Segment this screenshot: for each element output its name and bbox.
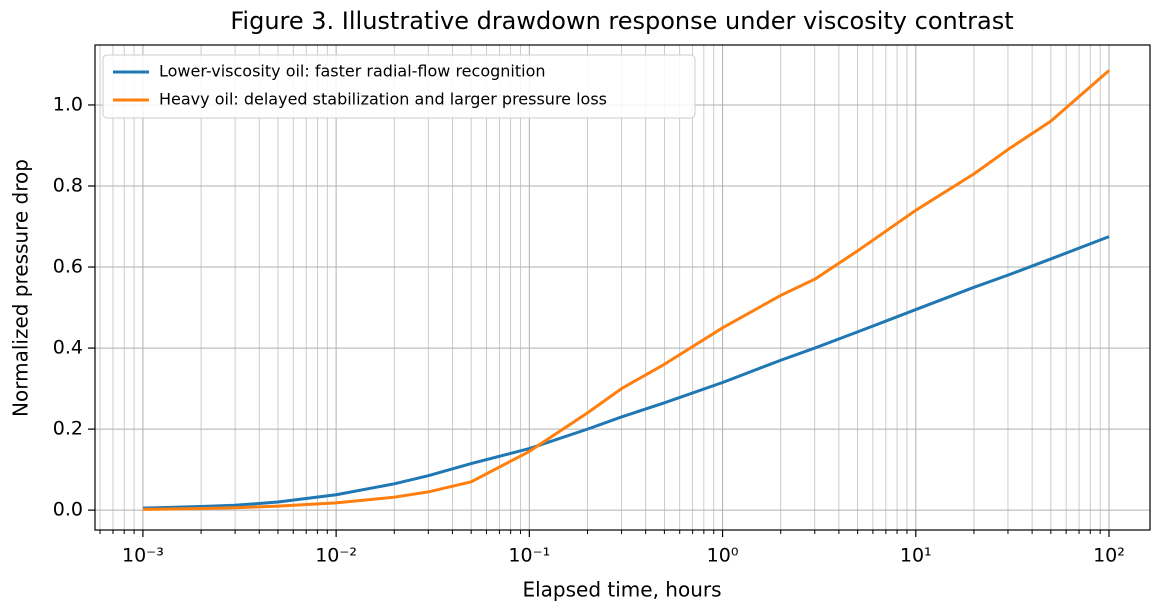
x-tick-label: 10⁰ bbox=[707, 545, 739, 567]
line-series bbox=[142, 235, 1110, 510]
x-tick-label: 10⁻² bbox=[315, 545, 357, 567]
x-tick-label: 10² bbox=[1093, 545, 1125, 567]
y-tick-label: 0.0 bbox=[53, 499, 83, 521]
y-tick-label: 0.6 bbox=[53, 256, 83, 278]
legend-label: Heavy oil: delayed stabilization and lar… bbox=[159, 90, 607, 109]
x-tick-label: 10¹ bbox=[900, 545, 932, 567]
legend-label: Lower-viscosity oil: faster radial-flow … bbox=[159, 62, 546, 81]
x-axis-label: Elapsed time, hours bbox=[522, 578, 721, 602]
y-axis-label: Normalized pressure drop bbox=[9, 159, 33, 417]
axes-frame bbox=[94, 44, 1151, 531]
x-tick-label: 10⁻³ bbox=[122, 545, 164, 567]
x-tick-label: 10⁻¹ bbox=[508, 545, 550, 567]
legend-box bbox=[102, 54, 696, 119]
line-series bbox=[142, 69, 1110, 511]
y-tick-label: 0.2 bbox=[53, 418, 83, 440]
y-tick-label: 0.8 bbox=[53, 175, 83, 197]
chart-title: Figure 3. Illustrative drawdown response… bbox=[230, 7, 1013, 35]
y-tick-label: 1.0 bbox=[53, 93, 83, 115]
y-tick-label: 0.4 bbox=[53, 337, 83, 359]
